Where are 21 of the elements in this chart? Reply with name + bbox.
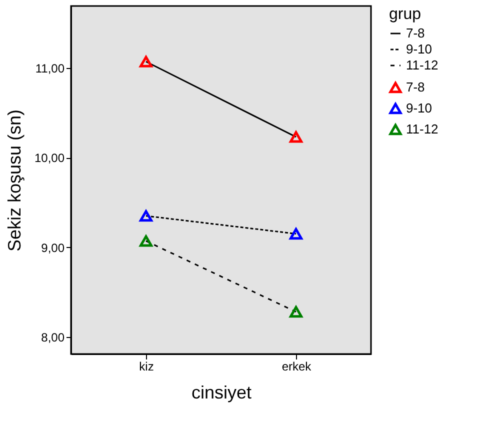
legend-label: 7-8 xyxy=(406,80,425,94)
legend-label: 11-12 xyxy=(406,58,438,72)
x-tick-label: kiz xyxy=(139,360,154,374)
point xyxy=(140,210,152,222)
legend-label: 9-10 xyxy=(406,100,432,116)
y-tick-label: 11,00 xyxy=(35,61,65,76)
x-tick-label: erkek xyxy=(282,360,312,374)
point xyxy=(290,228,302,240)
point xyxy=(140,56,152,68)
y-tick-label: 10,00 xyxy=(34,151,65,166)
point xyxy=(140,235,152,247)
legend-label: 7-8 xyxy=(406,26,425,40)
legend-label: 9-10 xyxy=(406,42,432,56)
x-axis-title: cinsiyet xyxy=(191,382,252,402)
legend-label: 11-12 xyxy=(406,122,438,136)
y-axis-title: Sekiz koşusu (sn) xyxy=(4,109,24,252)
y-tick-label: 8,00 xyxy=(41,330,65,344)
point xyxy=(290,306,302,318)
y-tick-label: 9,00 xyxy=(41,240,65,255)
point xyxy=(290,131,302,143)
legend-title: grup xyxy=(389,6,422,23)
